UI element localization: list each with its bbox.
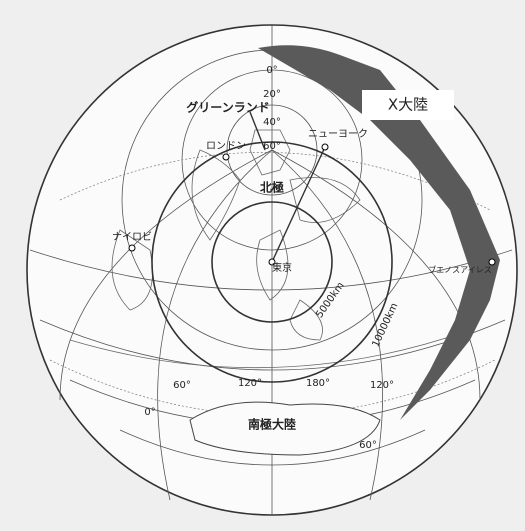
antarctica-label: 南極大陸: [248, 417, 296, 432]
city-dot: [128, 244, 136, 252]
x-continent: [258, 45, 500, 420]
land-outlines: [69, 129, 471, 369]
city-dot: [222, 153, 230, 161]
map-line: [289, 177, 361, 223]
map-line: [271, 149, 481, 401]
latitude-label: 20°: [263, 89, 281, 100]
longitude-label: 120°: [238, 378, 262, 389]
city-dot: [321, 143, 329, 151]
distance-circle: [151, 141, 393, 383]
city-label: 東京: [272, 261, 292, 274]
route-line: [271, 146, 326, 263]
antarctica: [189, 401, 381, 456]
map-line: [191, 149, 241, 241]
latitude-label: 60°: [263, 141, 281, 152]
longitude-label: 120°: [370, 380, 394, 391]
map-line: [249, 129, 291, 176]
longitude-label: 180°: [306, 378, 330, 389]
city-dot: [488, 258, 496, 266]
label-box: [362, 90, 454, 120]
north-pole-label: 北極: [260, 180, 284, 195]
longitude-label: 60°: [173, 380, 191, 391]
map-line: [256, 229, 289, 301]
city-label: ロンドン: [206, 141, 246, 152]
latitude-label: 0°: [266, 65, 277, 76]
map-line: [271, 149, 383, 501]
map-line: [49, 359, 496, 416]
greenland-label: グリーンランド: [186, 100, 269, 115]
city-label: ナイロビ: [112, 231, 152, 243]
map-line: [289, 299, 323, 341]
city-dot: [268, 258, 276, 266]
latitude-label: 40°: [263, 117, 281, 128]
continent-label: X大陸: [388, 96, 428, 114]
pointer-line: [249, 111, 266, 151]
city-label: ニューヨーク: [308, 128, 368, 140]
map-line: [59, 149, 273, 401]
longitude-label: 0°: [144, 407, 155, 418]
longitude-label: 60°: [359, 440, 377, 451]
map-line: [69, 329, 471, 369]
map-line: [157, 149, 273, 501]
map-line: [29, 249, 513, 291]
city-label: ブエノスアイレス: [428, 265, 492, 275]
distance-circle: [211, 201, 333, 323]
